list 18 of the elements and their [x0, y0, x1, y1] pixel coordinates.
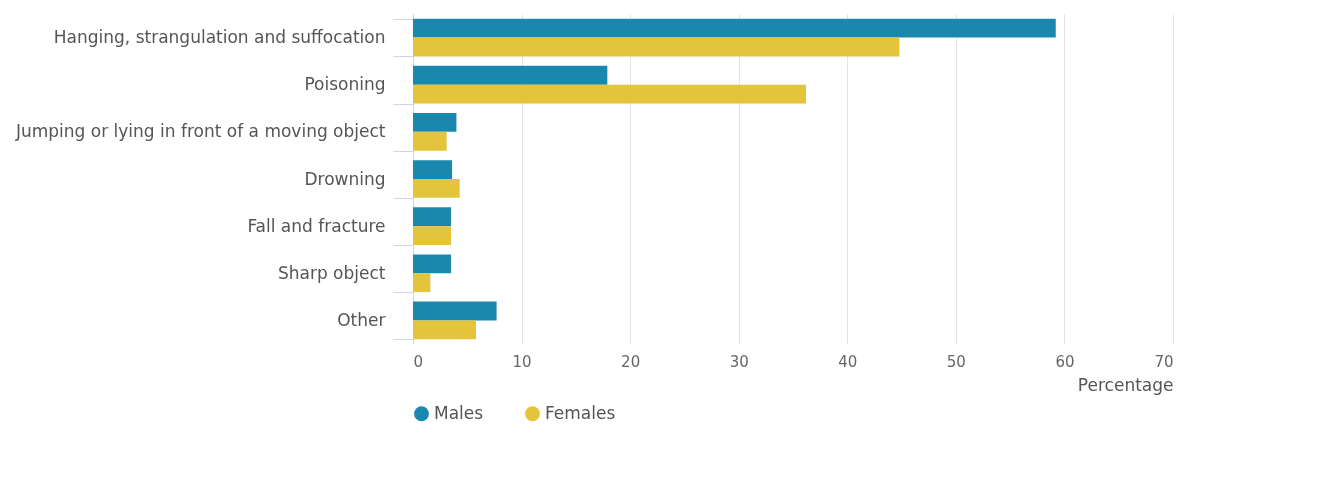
x-tick-label: 30 [729, 352, 749, 371]
y-tick-label: Poisoning [304, 74, 386, 95]
x-tick-label: 20 [621, 352, 641, 371]
x-tick-label: 50 [946, 352, 966, 371]
y-tick-label: Jumping or lying in front of a moving object [14, 121, 386, 142]
x-tick-label: 40 [838, 352, 858, 371]
x-tick-label: 70 [1154, 352, 1174, 371]
y-tick-label: Hanging, strangulation and suffocation [53, 27, 386, 48]
y-tick-label: Other [337, 309, 386, 330]
x-tick-label: 60 [1055, 352, 1075, 371]
legend-label: Females [545, 402, 616, 423]
y-tick-label: Drowning [304, 168, 386, 189]
y-tick-label: Fall and fracture [247, 215, 386, 236]
y-tick-label: Sharp object [277, 262, 386, 283]
x-tick-label: 0 [413, 352, 424, 371]
x-tick-label: 10 [512, 352, 532, 371]
legend-label: Males [434, 402, 484, 423]
x-axis-title: Percentage [1077, 374, 1174, 395]
